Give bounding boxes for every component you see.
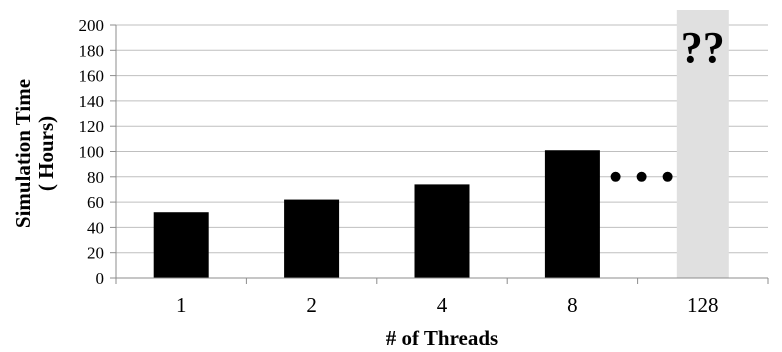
ellipsis-dot [610, 171, 621, 182]
x-tick-label: 2 [306, 293, 317, 317]
y-tick-label: 120 [79, 117, 105, 136]
y-tick-label: 200 [79, 16, 105, 35]
axes [110, 24, 769, 284]
y-tick-label: 80 [87, 168, 104, 187]
y-tick-label: 160 [79, 67, 105, 86]
ellipsis [610, 171, 673, 182]
x-tick-label: 128 [687, 293, 719, 317]
y-tick-label: 180 [79, 41, 105, 60]
bar [414, 184, 470, 278]
bars [153, 150, 600, 278]
ellipsis-dot [636, 171, 647, 182]
y-axis-title-line: Simulation Time [11, 79, 35, 228]
x-tick-label: 8 [567, 293, 578, 317]
y-axis-title: Simulation Time( Hours) [11, 79, 58, 228]
y-tick-label: 60 [87, 193, 104, 212]
x-tick-label: 4 [437, 293, 448, 317]
unknown-bar-region [676, 10, 729, 278]
y-tick-label: 140 [79, 92, 105, 111]
unknown-label: ?? [681, 23, 725, 72]
x-axis-title: # of Threads [386, 326, 498, 350]
ellipsis-dot [662, 171, 673, 182]
unknown-region: ?? [676, 10, 729, 278]
bar [284, 199, 340, 278]
gridlines [116, 24, 768, 254]
y-tick-label: 0 [96, 269, 105, 288]
y-axis-title-line: ( Hours) [34, 116, 58, 191]
y-tick-label: 20 [87, 244, 104, 263]
bar [153, 212, 209, 278]
bar [544, 150, 600, 278]
x-tick-labels: 1 2 4 8 128 [176, 293, 719, 317]
y-tick-label: 40 [87, 218, 104, 237]
y-tick-labels: 0 20 40 60 80 100 120 140 160 180 200 [79, 16, 105, 288]
y-tick-label: 100 [79, 143, 105, 162]
x-tick-label: 1 [176, 293, 187, 317]
